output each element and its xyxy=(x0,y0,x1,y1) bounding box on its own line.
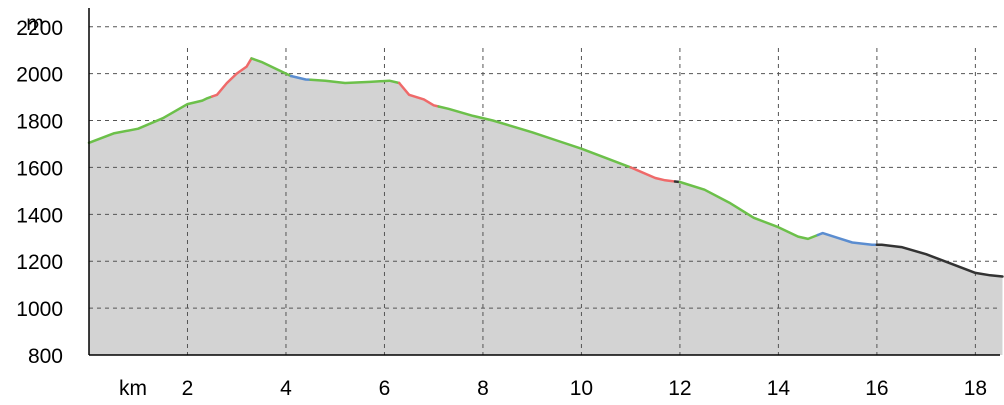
x-tick-label: 2 xyxy=(182,377,194,400)
x-tick-label: 14 xyxy=(767,377,791,400)
x-tick-label: 6 xyxy=(379,377,391,400)
y-tick-label: 1400 xyxy=(16,204,63,227)
x-tick-label: 12 xyxy=(668,377,691,400)
x-tick-label: 16 xyxy=(865,377,888,400)
x-tick-label: 10 xyxy=(570,377,593,400)
axes xyxy=(88,8,1000,356)
profile-segment xyxy=(210,57,253,98)
y-axis-unit-label: m xyxy=(26,12,44,35)
profile-segment xyxy=(875,243,1004,278)
x-tick-label: 18 xyxy=(964,377,987,400)
x-tick-label: 8 xyxy=(477,377,489,400)
elevation-area-fill xyxy=(89,58,1003,356)
x-axis-unit-label: km xyxy=(119,377,147,400)
y-tick-label: 1600 xyxy=(16,157,63,180)
y-tick-label: 2200 xyxy=(16,17,63,40)
y-tick-labels: 800 1000 1200 1400 1600 1800 2000 2200 xyxy=(16,17,63,368)
profile-segment xyxy=(289,74,312,82)
profile-segment xyxy=(678,180,820,241)
profile-segment xyxy=(629,166,677,183)
profile-segment xyxy=(437,105,632,169)
profile-segment xyxy=(397,81,440,108)
x-tick-label: 4 xyxy=(280,377,292,400)
y-tick-label: 1800 xyxy=(16,111,63,134)
profile-segment xyxy=(309,78,401,85)
profile-segment xyxy=(816,231,879,247)
y-tick-label: 1000 xyxy=(16,298,63,321)
x-tick-labels: 2 4 6 8 10 12 14 16 18 xyxy=(182,377,987,400)
profile-segment xyxy=(250,57,293,78)
y-tick-label: 800 xyxy=(28,345,63,368)
y-tick-label: 2000 xyxy=(16,64,63,87)
gridlines xyxy=(89,26,1000,355)
elevation-profile-line xyxy=(87,57,1004,278)
y-tick-label: 1200 xyxy=(16,251,63,274)
profile-segment xyxy=(87,95,214,145)
